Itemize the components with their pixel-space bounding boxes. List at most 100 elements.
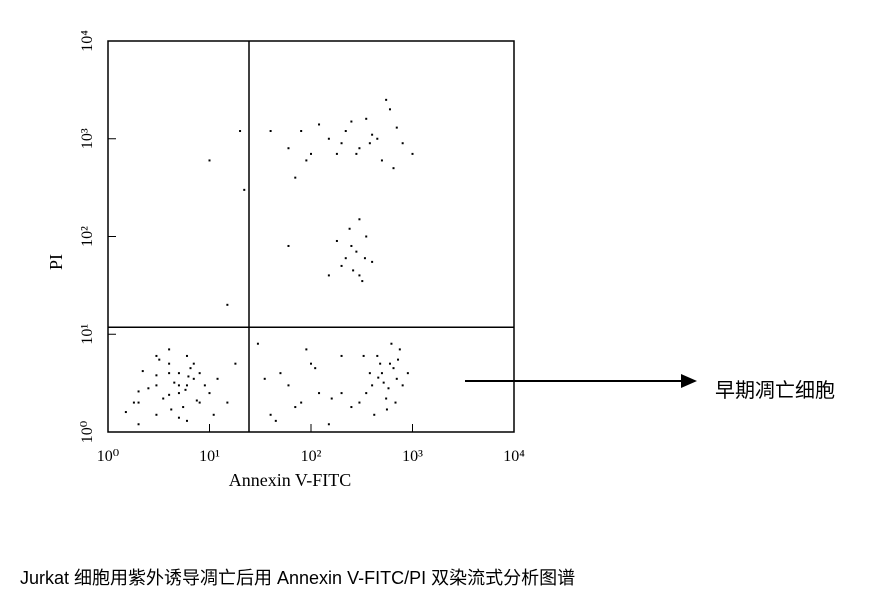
y-tick-label: 10¹ [79, 324, 96, 345]
point [350, 120, 353, 123]
point [294, 406, 297, 409]
point [226, 401, 229, 404]
point [195, 399, 198, 402]
point [355, 250, 358, 253]
point [385, 408, 388, 411]
point [300, 401, 303, 404]
point [263, 377, 266, 380]
point [168, 372, 171, 375]
point [397, 358, 400, 361]
point [362, 354, 365, 357]
point [368, 372, 371, 375]
point [294, 176, 297, 179]
point [243, 188, 246, 191]
point [137, 390, 140, 393]
point [335, 152, 338, 155]
point [314, 367, 317, 370]
point [155, 413, 158, 416]
point [305, 159, 308, 162]
point [162, 397, 165, 400]
point [365, 235, 368, 238]
point [269, 130, 272, 133]
point [300, 130, 303, 133]
point [168, 362, 171, 365]
point [340, 142, 343, 145]
point [380, 372, 383, 375]
point [287, 384, 290, 387]
point [310, 152, 312, 155]
point [203, 384, 206, 387]
point [330, 397, 333, 400]
point [318, 123, 321, 126]
point [377, 376, 380, 379]
point [141, 370, 144, 373]
point [355, 152, 358, 155]
point [376, 354, 379, 357]
point [358, 274, 361, 277]
point [411, 152, 414, 155]
x-tick-label: 10⁰ [97, 448, 119, 465]
point [287, 147, 290, 150]
point [318, 392, 321, 395]
point [327, 137, 330, 140]
point [173, 381, 176, 384]
point [208, 392, 211, 395]
x-tick-label: 10² [301, 448, 322, 465]
point [368, 142, 371, 145]
point [385, 98, 388, 101]
annotation: 早期凋亡细胞 [715, 379, 835, 402]
point [365, 117, 368, 120]
point [168, 393, 171, 396]
x-axis-label: Annexin V-FITC [229, 470, 352, 490]
x-tick-label: 10³ [402, 448, 423, 465]
point [274, 419, 277, 422]
x-tick-label: 10⁴ [503, 448, 525, 465]
point [390, 342, 393, 345]
point [350, 244, 353, 247]
point [382, 381, 385, 384]
point [365, 392, 368, 395]
point [187, 375, 190, 378]
point [358, 218, 361, 221]
point [380, 159, 383, 162]
y-tick-label: 10⁰ [79, 421, 96, 443]
point [395, 377, 398, 380]
point [184, 388, 187, 391]
plot-area [124, 98, 414, 426]
point [340, 392, 343, 395]
point [182, 406, 185, 409]
point [350, 406, 353, 409]
point [279, 372, 282, 375]
point [394, 401, 397, 404]
y-tick-label: 10² [79, 226, 96, 247]
point [158, 358, 161, 361]
point [373, 413, 376, 416]
point [147, 387, 150, 390]
point [185, 419, 188, 422]
point [198, 401, 201, 404]
point [379, 362, 382, 365]
point [168, 348, 171, 351]
point [198, 372, 201, 375]
point [305, 348, 308, 351]
point [137, 401, 140, 404]
point [371, 260, 374, 263]
point [327, 274, 330, 277]
point [392, 167, 395, 170]
point [387, 387, 390, 390]
point [385, 397, 388, 400]
point [344, 257, 347, 260]
point [361, 280, 364, 283]
point [177, 384, 180, 387]
point [376, 137, 379, 140]
point [310, 362, 312, 365]
point [401, 384, 404, 387]
point [155, 354, 158, 357]
point [340, 264, 343, 267]
point [340, 354, 343, 357]
point [327, 423, 330, 426]
point [352, 269, 355, 272]
